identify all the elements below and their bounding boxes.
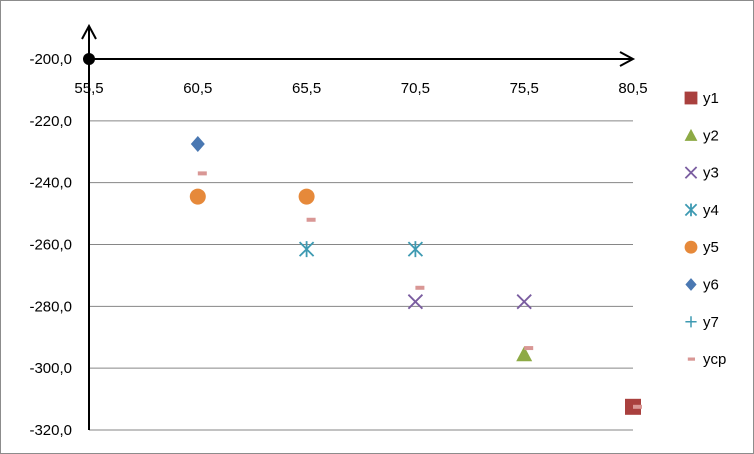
point-y5 xyxy=(189,188,206,205)
asterisk-marker xyxy=(407,241,424,258)
x-tick-labels: 55,5 60,5 65,5 70,5 75,5 80,5 xyxy=(74,80,647,97)
x-tick-label: 70,5 xyxy=(401,80,430,97)
point-y3 xyxy=(407,294,424,310)
point-ycp xyxy=(415,285,425,290)
y-axis-arrow xyxy=(81,23,97,40)
x-marker xyxy=(407,294,424,310)
legend-marker-y2 xyxy=(684,128,698,141)
diamond-marker xyxy=(190,136,205,153)
dash-marker xyxy=(687,357,695,361)
legend-marker-y7 xyxy=(685,316,697,328)
legend-label-y4: y4 xyxy=(703,202,719,219)
legend-label-y3: y3 xyxy=(703,165,719,182)
gridlines xyxy=(89,120,633,431)
circle-marker xyxy=(684,240,698,254)
point-y3 xyxy=(516,294,532,310)
dash-marker xyxy=(633,404,642,409)
x-tick-label: 80,5 xyxy=(618,80,647,97)
y-tick-label: -320,0 xyxy=(29,422,72,439)
point-y6 xyxy=(190,136,205,153)
legend-marker-y1 xyxy=(684,91,698,105)
legend-label-y5: y5 xyxy=(703,239,719,256)
legend-marker-y4 xyxy=(684,203,698,217)
legend-marker-y3 xyxy=(684,166,698,179)
square-marker xyxy=(684,91,698,105)
legend-label-y6: y6 xyxy=(703,277,719,294)
x-marker xyxy=(516,294,532,310)
legend-marker-ycp xyxy=(687,357,695,361)
legend-label-y2: y2 xyxy=(703,127,719,144)
diamond-marker xyxy=(685,278,697,291)
data-points xyxy=(189,136,642,415)
y-tick-labels: -200,0 -220,0 -240,0 -260,0 -280,0 -300,0 -320… xyxy=(29,51,72,439)
point-y5 xyxy=(298,188,315,205)
y-tick-label: -260,0 xyxy=(29,237,72,254)
point-ycp xyxy=(524,346,534,351)
x-axis-arrow xyxy=(619,51,636,67)
point-y2 xyxy=(516,346,533,362)
axes xyxy=(81,23,636,430)
point-ycp xyxy=(197,171,207,176)
triangle-marker xyxy=(516,346,533,362)
plus-marker xyxy=(685,316,697,328)
point-y4 xyxy=(407,241,424,258)
y-tick-label: -220,0 xyxy=(29,113,72,130)
point-ycp xyxy=(633,404,642,409)
x-tick-label: 55,5 xyxy=(74,80,103,97)
dash-marker xyxy=(415,285,425,290)
y-tick-label: -200,0 xyxy=(29,51,72,68)
legend-label-y7: y7 xyxy=(703,314,719,331)
dash-marker xyxy=(306,217,316,222)
dash-marker xyxy=(197,171,207,176)
asterisk-marker xyxy=(684,203,698,217)
legend: y1 y2 y3 y4 y5 y6 y7 ycp xyxy=(684,90,726,368)
y-tick-label: -240,0 xyxy=(29,175,72,192)
x-tick-label: 60,5 xyxy=(183,80,212,97)
asterisk-marker xyxy=(298,241,315,258)
point-y4 xyxy=(298,241,315,258)
y-tick-label: -280,0 xyxy=(29,298,72,315)
legend-label-ycp: ycp xyxy=(703,351,726,368)
circle-marker xyxy=(298,188,315,205)
x-tick-label: 65,5 xyxy=(292,80,321,97)
x-tick-label: 75,5 xyxy=(510,80,539,97)
dash-marker xyxy=(524,346,534,351)
y-tick-label: -300,0 xyxy=(29,360,72,377)
legend-marker-y5 xyxy=(684,240,698,254)
x-marker xyxy=(684,166,698,179)
circle-marker xyxy=(189,188,206,205)
legend-label-y1: y1 xyxy=(703,90,719,107)
point-ycp xyxy=(306,217,316,222)
origin-dot xyxy=(83,53,95,65)
triangle-marker xyxy=(684,128,698,141)
legend-marker-y6 xyxy=(685,278,697,291)
